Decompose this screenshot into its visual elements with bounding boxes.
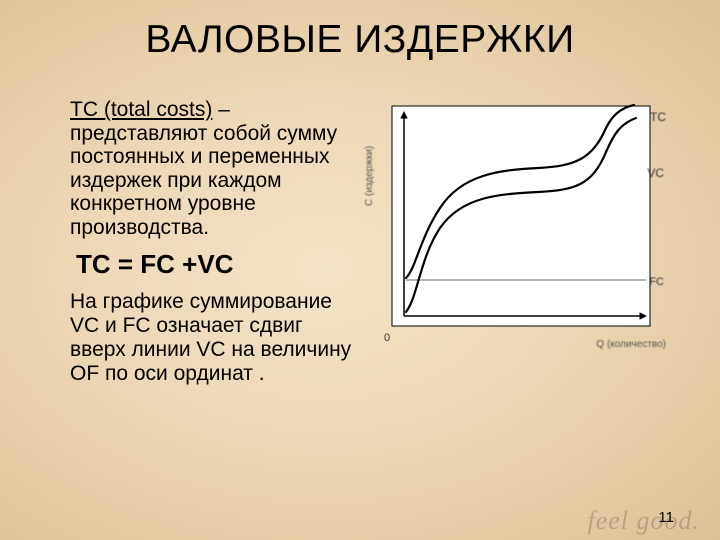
- paragraph-1: TC (total costs) – представляют собой су…: [70, 98, 360, 239]
- origin-label: 0: [384, 332, 390, 344]
- left-column: TC (total costs) – представляют собой су…: [70, 68, 370, 386]
- tc-curve-label: TC: [650, 110, 666, 124]
- content-row: TC (total costs) – представляют собой су…: [0, 68, 720, 386]
- paragraph-2: На графике суммирование VC и FC означает…: [70, 290, 360, 386]
- right-column: C (издержки) Q (количество) TC VC FC 0: [370, 68, 692, 386]
- fc-line-label: FC: [649, 276, 664, 288]
- tc-term: TC (total costs): [70, 98, 212, 121]
- chart-svg: [370, 98, 670, 378]
- slide-title: ВАЛОВЫЕ ИЗДЕРЖКИ: [0, 0, 720, 68]
- vc-curve-label: VC: [647, 166, 664, 180]
- cost-chart: C (издержки) Q (количество) TC VC FC 0: [370, 98, 670, 378]
- x-axis-label: Q (количество): [596, 339, 666, 350]
- formula: TC = FC +VC: [76, 249, 360, 280]
- watermark: feel good.: [587, 506, 700, 536]
- y-axis-label: C (издержки): [364, 146, 375, 206]
